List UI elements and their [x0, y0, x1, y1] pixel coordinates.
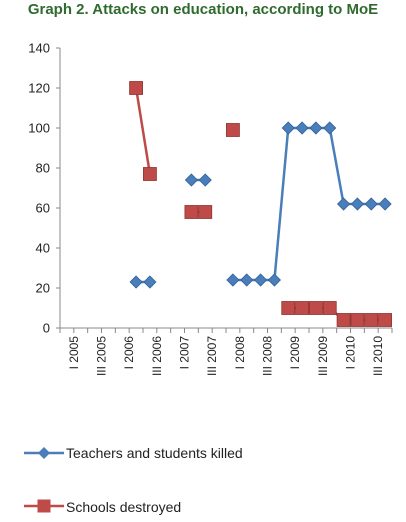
x-tick-label: III 2008 — [261, 336, 275, 376]
data-point-square — [143, 167, 157, 181]
y-tick-label: 120 — [28, 81, 50, 96]
x-axis-ticks: I 2005 III 2005 I 2006 III 2006 I 2007 III 20… — [59, 328, 393, 376]
data-point-diamond — [184, 173, 198, 187]
data-point-square — [336, 313, 351, 327]
y-tick-label: 100 — [28, 121, 50, 136]
data-point-square — [309, 301, 323, 315]
data-point-diamond — [364, 197, 378, 211]
y-tick-label: 60 — [36, 201, 50, 216]
series-layer — [129, 81, 392, 327]
data-point-square — [198, 205, 213, 219]
data-point-square — [281, 301, 296, 315]
data-point-square — [364, 313, 379, 327]
data-point-diamond — [240, 273, 254, 287]
data-point-diamond — [254, 273, 268, 287]
y-tick-label: 40 — [36, 241, 50, 256]
legend-marker-diamond — [38, 447, 50, 459]
data-point-square — [378, 313, 392, 327]
x-tick-label: III 2007 — [205, 336, 219, 376]
data-point-diamond — [198, 173, 212, 187]
series-schools-destroyed — [129, 81, 392, 327]
data-point-diamond — [337, 197, 351, 211]
x-tick-label: III 2010 — [371, 336, 385, 376]
x-tick-label: III 2005 — [95, 336, 109, 376]
x-tick-label: I 2010 — [344, 336, 358, 370]
chart-title: Graph 2. Attacks on education, according… — [27, 1, 379, 18]
data-point-square — [226, 123, 240, 137]
x-tick-label: I 2007 — [178, 336, 192, 370]
y-tick-label: 140 — [28, 41, 50, 56]
data-point-diamond — [350, 197, 364, 211]
x-tick-label: I 2009 — [288, 336, 302, 370]
data-point-diamond — [129, 275, 143, 289]
data-point-diamond — [267, 273, 281, 287]
data-point-diamond — [323, 121, 337, 135]
legend-marks — [24, 447, 64, 513]
data-point-diamond — [281, 121, 295, 135]
data-point-diamond — [295, 121, 309, 135]
data-point-diamond — [226, 273, 240, 287]
data-point-diamond — [378, 197, 392, 211]
legend-label-schools: Schools destroyed — [66, 499, 182, 515]
x-tick-label: I 2006 — [122, 336, 136, 370]
data-point-diamond — [143, 275, 157, 289]
x-tick-label: III 2006 — [150, 336, 164, 376]
y-tick-label: 0 — [43, 321, 50, 336]
data-point-square — [184, 205, 199, 219]
y-tick-label: 80 — [36, 161, 50, 176]
legend-label-teachers: Teachers and students killed — [66, 445, 243, 461]
y-tick-label: 20 — [36, 281, 50, 296]
x-tick-label: I 2008 — [233, 336, 247, 370]
data-point-diamond — [309, 121, 323, 135]
x-tick-label: III 2009 — [316, 336, 330, 376]
data-point-square — [129, 81, 143, 95]
legend-marker-square — [37, 499, 51, 513]
y-axis-ticks: 0 20 40 60 80 100 120 140 — [28, 41, 60, 336]
x-tick-label: I 2005 — [67, 336, 81, 370]
data-point-square — [295, 301, 309, 315]
data-point-square — [350, 313, 365, 327]
series-line — [134, 87, 152, 175]
data-point-square — [322, 301, 337, 315]
series-teachers-killed — [129, 121, 392, 289]
